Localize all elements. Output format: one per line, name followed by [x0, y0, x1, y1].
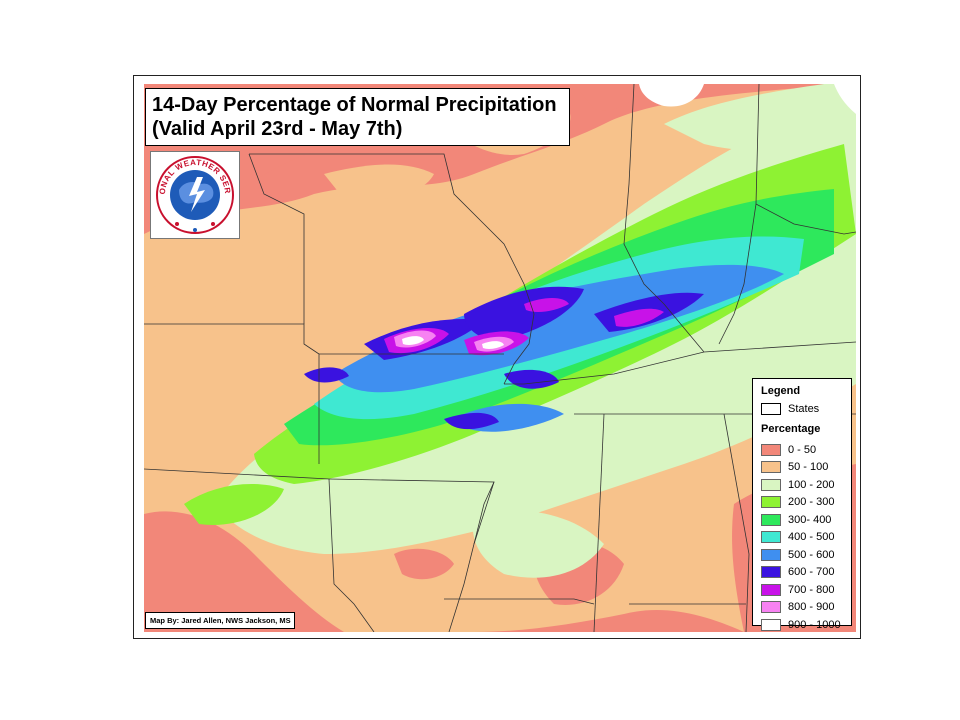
legend-title: Legend: [761, 385, 801, 397]
legend: Legend States Percentage 0 - 50 50 - 100 1…: [752, 378, 852, 631]
legend-class-label: 0 - 50: [788, 443, 817, 456]
lake-area-east: [834, 84, 856, 114]
nws-logo-icon: NATIONAL WEATHER SERVICE: [148, 145, 234, 234]
legend-class-row: 100 - 200: [761, 476, 841, 494]
legend-swatch: [761, 443, 781, 456]
legend-swatch: [761, 496, 781, 509]
legend-swatch: [761, 618, 781, 631]
map-title: 14-Day Percentage of Normal Precipitatio…: [152, 94, 557, 116]
legend-class-row: 50 - 100: [761, 459, 841, 477]
legend-swatch: [761, 461, 781, 474]
legend-class-label: 900 - 1000: [788, 618, 841, 631]
legend-class-list: 0 - 50 50 - 100 100 - 200 200 - 300 300- 400…: [761, 441, 841, 634]
precipitation-map: [144, 84, 856, 632]
map-credit: Map By: Jared Allen, NWS Jackson, MS: [145, 612, 295, 629]
legend-swatch: [761, 566, 781, 579]
legend-class-row: 600 - 700: [761, 564, 841, 582]
legend-states-row: States: [761, 403, 819, 415]
legend-swatch: [761, 478, 781, 491]
legend-states-label: States: [788, 403, 820, 415]
precipitation-raster: [144, 84, 856, 632]
legend-class-label: 800 - 900: [788, 601, 835, 614]
map-subtitle: (Valid April 23rd - May 7th): [152, 118, 403, 140]
legend-class-label: 200 - 300: [788, 496, 835, 509]
legend-class-row: 0 - 50: [761, 441, 841, 459]
legend-class-row: 800 - 900: [761, 599, 841, 617]
band-900-1000: [402, 336, 504, 349]
states-swatch: [761, 403, 781, 415]
legend-swatch: [761, 531, 781, 544]
map-title-box: 14-Day Percentage of Normal Precipitatio…: [145, 88, 570, 146]
legend-swatch: [761, 601, 781, 614]
legend-class-row: 700 - 800: [761, 581, 841, 599]
legend-class-row: 500 - 600: [761, 546, 841, 564]
legend-swatch: [761, 513, 781, 526]
legend-class-label: 100 - 200: [788, 478, 835, 491]
legend-class-label: 700 - 800: [788, 583, 835, 596]
legend-class-row: 200 - 300: [761, 494, 841, 512]
legend-class-label: 50 - 100: [788, 461, 829, 474]
nws-logo: NATIONAL WEATHER SERVICE: [148, 145, 240, 239]
lake-area: [639, 84, 704, 107]
legend-class-label: 600 - 700: [788, 566, 835, 579]
legend-class-row: 900 - 1000: [761, 616, 841, 634]
legend-class-label: 300- 400: [788, 513, 832, 526]
legend-class-label: 500 - 600: [788, 548, 835, 561]
legend-class-label: 400 - 500: [788, 531, 835, 544]
state-borders: [144, 84, 856, 632]
legend-swatch: [761, 548, 781, 561]
legend-class-row: 300- 400: [761, 511, 841, 529]
legend-swatch: [761, 583, 781, 596]
legend-percentage-title: Percentage: [761, 423, 821, 435]
legend-class-row: 400 - 500: [761, 529, 841, 547]
